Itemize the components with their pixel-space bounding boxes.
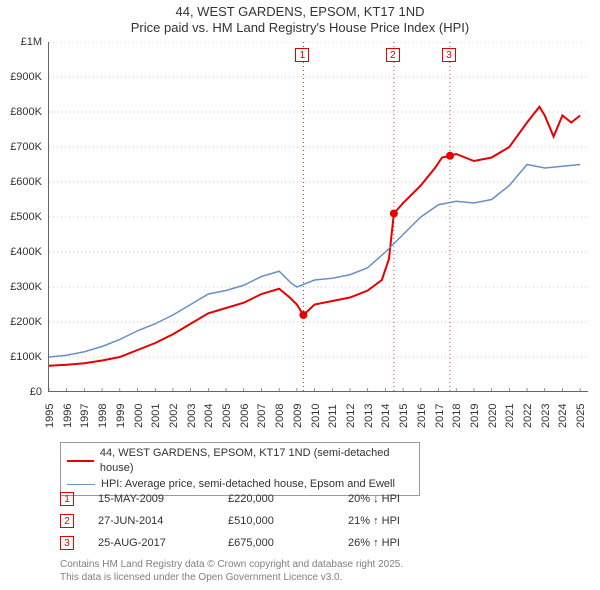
x-tick-label: 2025 [575, 404, 587, 428]
footer-line-1: Contains HM Land Registry data © Crown c… [60, 558, 403, 571]
x-tick-label: 1998 [97, 404, 109, 428]
event-marker: 2 [60, 514, 74, 528]
footer: Contains HM Land Registry data © Crown c… [60, 558, 403, 584]
event-date: 15-MAY-2009 [98, 493, 228, 505]
footer-line-2: This data is licensed under the Open Gov… [60, 571, 403, 584]
event-marker: 1 [60, 492, 74, 506]
x-tick-label: 2024 [557, 404, 569, 428]
x-tick-label: 2012 [345, 404, 357, 428]
x-tick-label: 2020 [487, 404, 499, 428]
chart-area: 123 £0£100K£200K£300K£400K£500K£600K£700… [48, 42, 588, 392]
event-price: £510,000 [228, 515, 348, 527]
event-price: £675,000 [228, 537, 348, 549]
event-date: 27-JUN-2014 [98, 515, 228, 527]
x-tick-label: 2014 [380, 404, 392, 428]
chart-event-marker: 2 [386, 48, 400, 62]
event-table: 1 15-MAY-2009£220,00020% ↓ HPI 2 27-JUN-201… [60, 488, 468, 554]
x-tick-label: 1995 [44, 404, 56, 428]
y-tick-label: £200K [0, 316, 42, 328]
x-tick-label: 2023 [540, 404, 552, 428]
plot-svg [49, 42, 589, 392]
y-tick-label: £600K [0, 176, 42, 188]
event-row: 1 15-MAY-2009£220,00020% ↓ HPI [60, 488, 468, 510]
x-tick-label: 2005 [221, 404, 233, 428]
x-tick-label: 2021 [504, 404, 516, 428]
y-tick-label: £500K [0, 211, 42, 223]
event-row: 3 25-AUG-2017£675,00026% ↑ HPI [60, 532, 468, 554]
x-tick-label: 2000 [133, 404, 145, 428]
event-price: £220,000 [228, 493, 348, 505]
title-line-2: Price paid vs. HM Land Registry's House … [0, 20, 600, 36]
x-tick-label: 2010 [310, 404, 322, 428]
title-block: 44, WEST GARDENS, EPSOM, KT17 1ND Price … [0, 0, 600, 37]
x-tick-label: 2018 [451, 404, 463, 428]
event-date: 25-AUG-2017 [98, 537, 228, 549]
legend-item: 44, WEST GARDENS, EPSOM, KT17 1ND (semi-… [67, 446, 413, 477]
legend-swatch [67, 460, 94, 462]
x-tick-label: 2022 [522, 404, 534, 428]
x-tick-label: 2002 [168, 404, 180, 428]
event-marker: 3 [60, 536, 74, 550]
chart-event-marker: 1 [295, 48, 309, 62]
x-tick-label: 1999 [115, 404, 127, 428]
x-tick-label: 2016 [416, 404, 428, 428]
x-tick-label: 2015 [398, 404, 410, 428]
event-diff: 20% ↓ HPI [348, 493, 468, 505]
x-tick-label: 2011 [327, 404, 339, 428]
x-tick-label: 2007 [256, 404, 268, 428]
x-tick-label: 2003 [186, 404, 198, 428]
y-tick-label: £900K [0, 71, 42, 83]
plot-region [48, 42, 588, 392]
y-tick-label: £700K [0, 141, 42, 153]
x-tick-label: 2001 [150, 404, 162, 428]
y-tick-label: £400K [0, 246, 42, 258]
chart-event-marker: 3 [442, 48, 456, 62]
y-tick-label: £300K [0, 281, 42, 293]
x-tick-label: 1997 [79, 404, 91, 428]
chart-container: 44, WEST GARDENS, EPSOM, KT17 1ND Price … [0, 0, 600, 590]
event-diff: 26% ↑ HPI [348, 537, 468, 549]
y-tick-label: £800K [0, 106, 42, 118]
event-row: 2 27-JUN-2014£510,00021% ↑ HPI [60, 510, 468, 532]
x-tick-label: 2017 [434, 404, 446, 428]
x-tick-label: 2009 [292, 404, 304, 428]
x-tick-label: 2004 [203, 404, 215, 428]
y-tick-label: £0 [0, 386, 42, 398]
legend-label: 44, WEST GARDENS, EPSOM, KT17 1ND (semi-… [100, 446, 413, 477]
event-diff: 21% ↑ HPI [348, 515, 468, 527]
title-line-1: 44, WEST GARDENS, EPSOM, KT17 1ND [0, 4, 600, 20]
y-tick-label: £100K [0, 351, 42, 363]
x-tick-label: 2006 [239, 404, 251, 428]
y-tick-label: £1M [0, 36, 42, 48]
x-tick-label: 1996 [62, 404, 74, 428]
x-tick-label: 2008 [274, 404, 286, 428]
x-tick-label: 2019 [469, 404, 481, 428]
legend-swatch [67, 484, 95, 485]
x-tick-label: 2013 [363, 404, 375, 428]
